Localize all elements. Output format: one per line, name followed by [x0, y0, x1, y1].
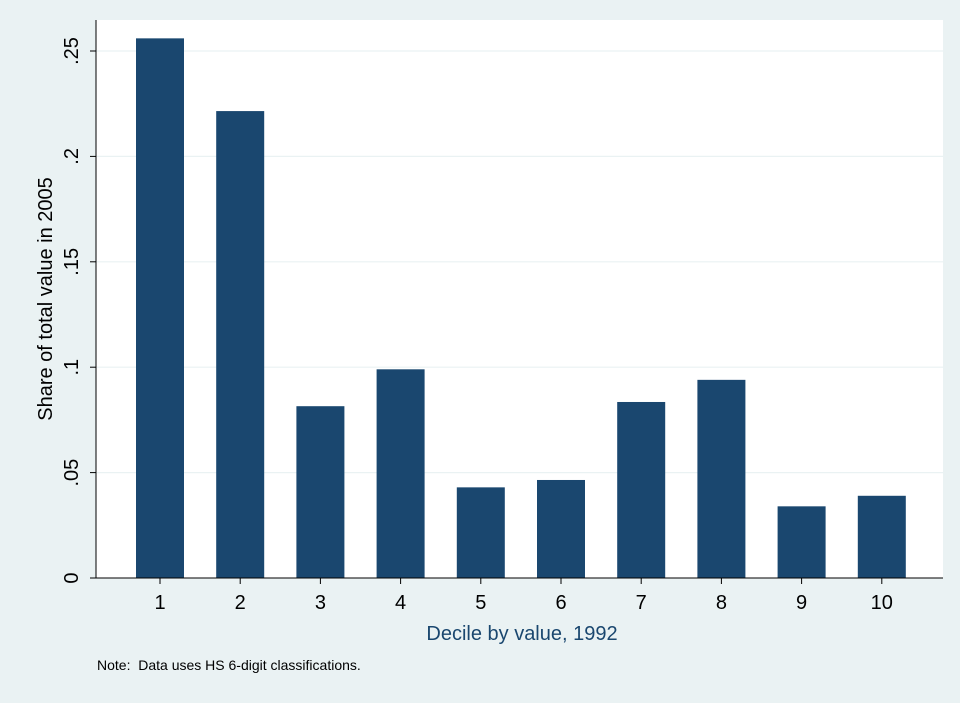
x-tick-label: 5 [475, 592, 486, 614]
y-tick-label: .25 [61, 37, 83, 65]
y-tick-label: 0 [61, 572, 83, 583]
bar-decile-3 [296, 406, 345, 578]
x-tick-label: 2 [235, 592, 246, 614]
x-tick-label: 6 [555, 592, 566, 614]
x-tick-label: 9 [796, 592, 807, 614]
y-axis-label: Share of total value in 2005 [35, 177, 57, 421]
x-tick-label: 3 [315, 592, 326, 614]
bar-decile-10 [857, 495, 906, 578]
bars [136, 38, 906, 579]
bar-decile-2 [216, 111, 265, 578]
x-tick-label: 7 [636, 592, 647, 614]
y-tick-label: .1 [61, 359, 83, 376]
bar-decile-4 [376, 369, 425, 578]
x-axis-label: Decile by value, 1992 [426, 623, 617, 645]
chart-note: Note: Data uses HS 6-digit classificatio… [97, 657, 361, 673]
x-tick-label: 8 [716, 592, 727, 614]
x-tick-label: 4 [395, 592, 406, 614]
y-tick-label: .15 [61, 248, 83, 276]
bar-decile-6 [537, 479, 585, 578]
y-tick-label: .05 [61, 459, 83, 487]
bar-decile-5 [456, 487, 505, 578]
x-tick-label: 10 [871, 592, 893, 614]
bar-decile-8 [697, 379, 746, 578]
y-tick-label: .2 [61, 148, 83, 165]
x-tick-label: 1 [154, 592, 165, 614]
x-axis-ticks: 1 2 3 4 5 6 7 8 9 10 [154, 578, 893, 614]
y-axis-ticks: 0 .05 .1 .15 .2 .25 [61, 37, 96, 584]
bar-decile-7 [617, 401, 666, 578]
bar-decile-1 [136, 38, 184, 579]
bar-decile-9 [777, 506, 826, 578]
